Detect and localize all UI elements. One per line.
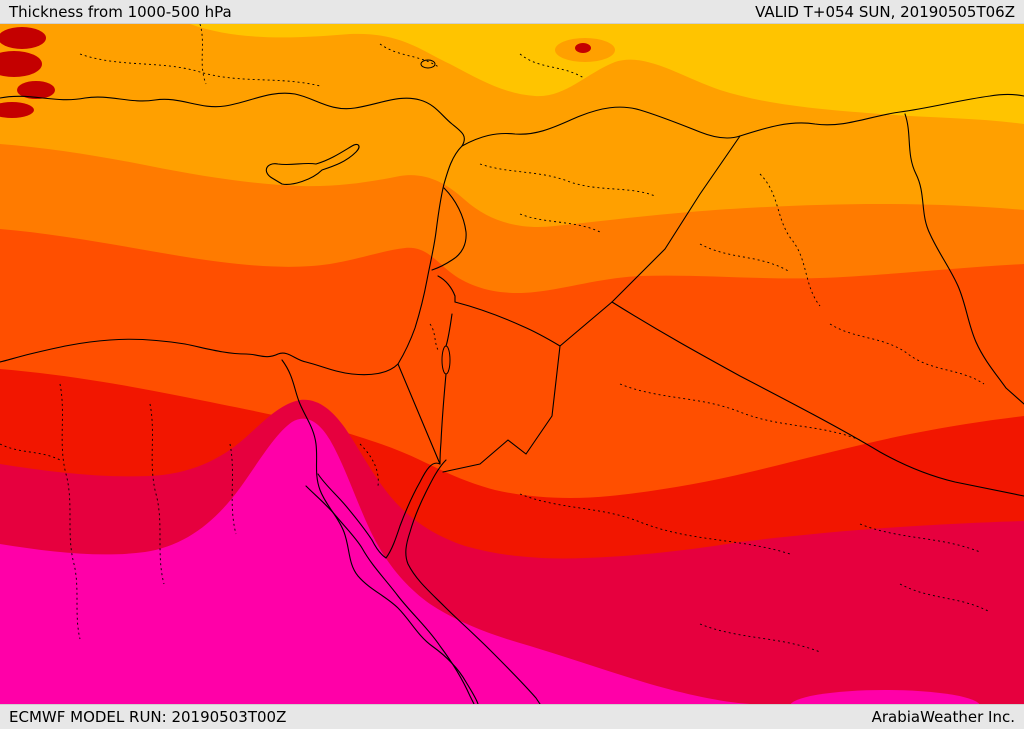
dark-red-patches	[0, 27, 55, 118]
coastline-cyprus	[265, 143, 360, 185]
model-run-label: ECMWF MODEL RUN: 20190503T00Z	[9, 708, 287, 726]
map-title: Thickness from 1000-500 hPa	[9, 2, 232, 21]
border-jordan-saudi	[442, 345, 561, 473]
map-canvas	[0, 24, 1024, 704]
border-iraq-saudi	[611, 301, 1024, 497]
weather-map	[0, 24, 1024, 704]
dark-red-spot	[575, 43, 591, 53]
coastline-mediterranean	[0, 92, 465, 376]
branding-label: ArabiaWeather Inc.	[871, 708, 1015, 726]
header-bar: Thickness from 1000-500 hPa VALID T+054 …	[0, 0, 1024, 24]
border-israel-jordan	[439, 313, 453, 465]
thickness-band-gold	[190, 24, 1024, 124]
magenta-patch-bottom-right	[790, 690, 980, 704]
border-turkey-syria-iraq	[461, 93, 1024, 147]
border-jordan-iraq	[559, 301, 613, 347]
border-egypt-israel	[397, 363, 441, 465]
border-lebanon-syria	[431, 187, 467, 271]
border-golan	[437, 275, 456, 303]
footer-bar: ECMWF MODEL RUN: 20190503T00Z ArabiaWeat…	[0, 704, 1024, 729]
border-iraq-iran	[904, 113, 1024, 405]
admin-borders-dotted	[0, 24, 991, 653]
coastline-red-sea-arabian	[405, 459, 541, 704]
border-syria-jordan	[454, 301, 561, 347]
coastline-gulf-of-suez	[317, 473, 373, 541]
turkish-lake	[420, 59, 436, 69]
thickness-band-magenta	[0, 418, 750, 704]
border-syria-iraq	[611, 135, 741, 303]
coastline-sinai-aqaba	[371, 462, 441, 559]
coastline-red-sea-african	[305, 485, 475, 704]
valid-time-label: VALID T+054 SUN, 20190505T06Z	[755, 2, 1015, 21]
